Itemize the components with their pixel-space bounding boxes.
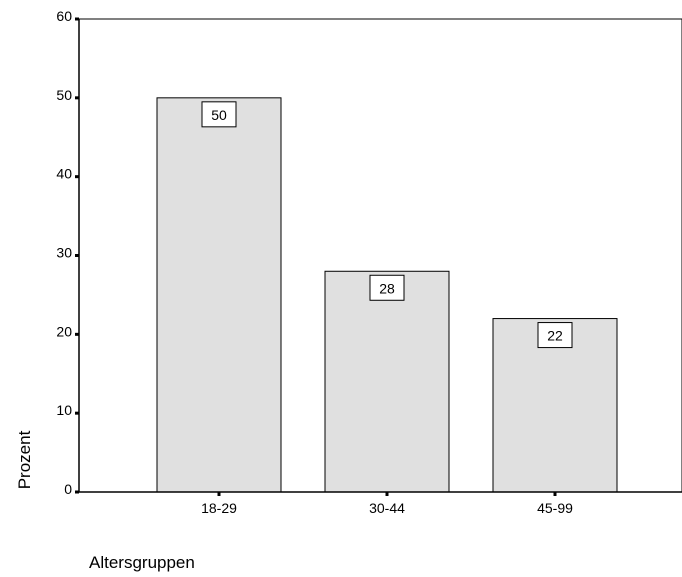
x-tick-label: 45-99 [537,500,573,516]
y-tick-label: 10 [56,402,72,418]
y-tick-label: 60 [56,8,72,24]
x-axis-title: Altersgruppen [89,553,195,572]
data-labels: 50 28 22 [201,101,573,349]
x-tick-label: 18-29 [201,500,237,516]
data-label: 50 [211,107,227,123]
data-label-box [201,101,237,128]
bar-18-29 [156,97,282,493]
y-tick-label: 30 [56,245,72,261]
x-tick-label: 30-44 [369,500,405,516]
data-label: 22 [547,328,563,344]
x-axis: 18-29 30-44 45-99 [79,491,682,516]
y-tick-label: 50 [56,87,72,103]
y-tick-label: 40 [56,166,72,182]
y-axis: 0 10 20 30 40 50 60 [56,8,80,497]
bar-30-44 [324,270,450,493]
y-tick-label: 0 [64,481,72,497]
data-label: 28 [379,280,395,296]
y-axis-title: Prozent [15,430,34,489]
data-label-box [537,322,573,349]
y-tick-label: 20 [56,323,72,339]
data-label-box [369,274,405,301]
